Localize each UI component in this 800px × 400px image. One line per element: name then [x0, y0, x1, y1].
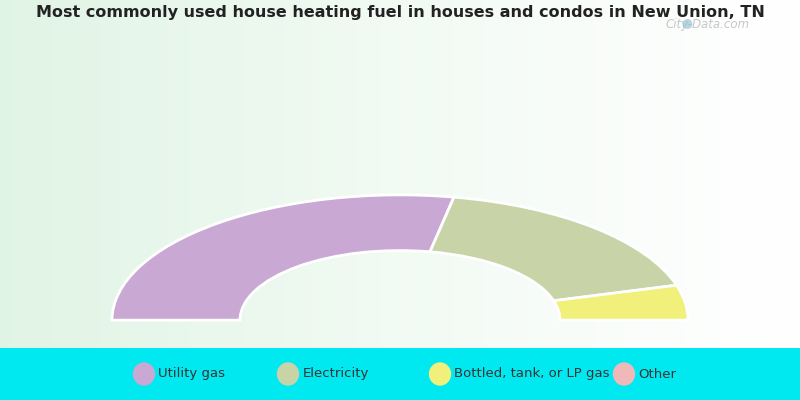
Wedge shape [554, 285, 688, 320]
Text: Other: Other [638, 368, 677, 380]
Ellipse shape [133, 362, 155, 386]
Text: Bottled, tank, or LP gas: Bottled, tank, or LP gas [454, 368, 610, 380]
Ellipse shape [277, 362, 299, 386]
Ellipse shape [429, 362, 451, 386]
Text: City-Data.com: City-Data.com [666, 18, 750, 31]
Text: Most commonly used house heating fuel in houses and condos in New Union, TN: Most commonly used house heating fuel in… [35, 5, 765, 20]
Ellipse shape [613, 362, 635, 386]
Text: Electricity: Electricity [302, 368, 369, 380]
Text: ●: ● [681, 16, 692, 29]
Wedge shape [112, 195, 454, 320]
Text: Utility gas: Utility gas [158, 368, 226, 380]
Wedge shape [430, 197, 677, 301]
